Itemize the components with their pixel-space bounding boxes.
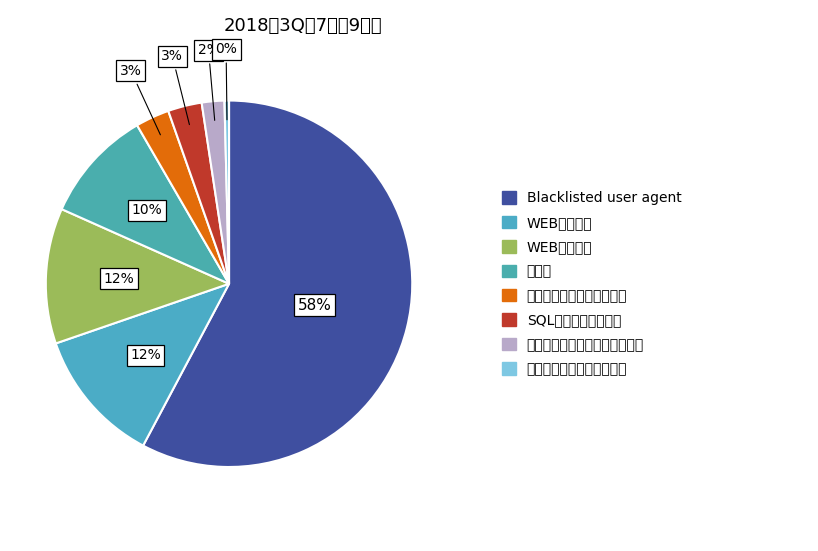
Text: 2018年3Q（7月～9月）: 2018年3Q（7月～9月）	[223, 17, 382, 35]
Wedge shape	[137, 111, 229, 284]
Text: 12%: 12%	[104, 272, 135, 286]
Legend: Blacklisted user agent, WEBアタック, WEBスキャン, その他, ブルートフォースアタック, SQLインジェクション, クロスサイト: Blacklisted user agent, WEBアタック, WEBスキャン…	[501, 191, 681, 376]
Text: 58%: 58%	[298, 298, 331, 312]
Wedge shape	[46, 209, 229, 343]
Wedge shape	[224, 100, 229, 284]
Wedge shape	[56, 284, 229, 446]
Text: 10%: 10%	[132, 203, 163, 217]
Wedge shape	[61, 125, 229, 284]
Text: 0%: 0%	[215, 42, 237, 120]
Text: 2%: 2%	[198, 43, 219, 120]
Wedge shape	[201, 101, 229, 284]
Text: 3%: 3%	[120, 64, 160, 135]
Wedge shape	[143, 100, 412, 467]
Text: 12%: 12%	[130, 348, 161, 362]
Text: 3%: 3%	[161, 49, 190, 125]
Wedge shape	[169, 102, 229, 284]
